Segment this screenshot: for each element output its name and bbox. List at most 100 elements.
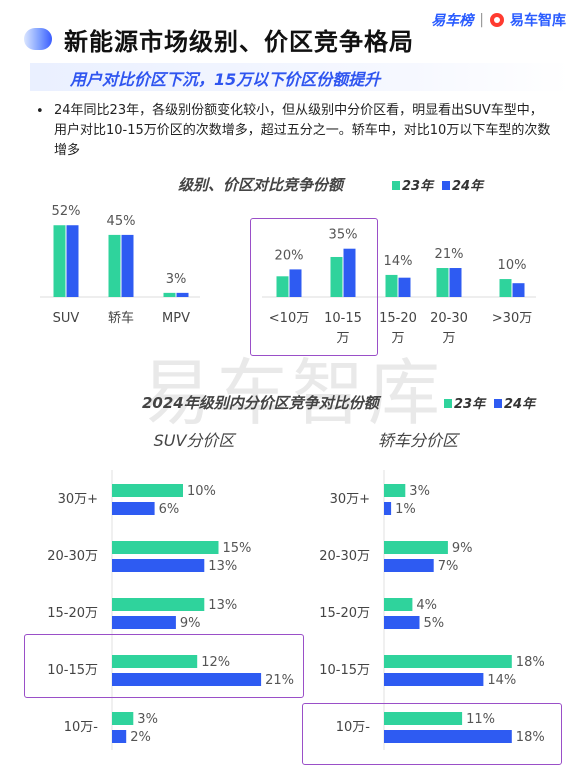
hbar-23-0-20-30万 [112, 541, 219, 554]
highlight-box-sedan-under10 [302, 703, 562, 765]
data-label-轿车: 45% [107, 214, 136, 229]
bar-24-20-30万 [449, 268, 462, 297]
data-label-MPV: 3% [166, 272, 187, 287]
hbar-23-0-10-15万 [112, 655, 198, 668]
title-decor-dot [24, 28, 52, 50]
cat-label-10-15万: 10-15 [324, 311, 362, 326]
bar-24-轿车 [121, 234, 134, 297]
hbar-label-23-0-10-15万: 12% [201, 655, 230, 670]
legend-label-23: 23年 [402, 178, 435, 194]
legend-label-23: 23年 [454, 396, 487, 412]
brand-logo-icon [490, 13, 504, 27]
hbar-23-1-30万+ [384, 484, 406, 497]
hbar-label-24-1-20-30万: 7% [438, 559, 459, 574]
chart1-title: 级别、价区对比竞争份额 [178, 176, 346, 194]
row-label-1-15-20万: 15-20万 [319, 606, 370, 621]
hbar-label-23-1-20-30万: 9% [452, 541, 473, 556]
hbar-label-23-1-15-20万: 4% [416, 598, 437, 613]
hbar-23-1-15-20万 [384, 598, 413, 611]
row-label-0-10万-: 10万- [64, 720, 99, 735]
row-label-1-10-15万: 10-15万 [319, 663, 370, 678]
brand-separator: | [479, 12, 484, 28]
brand-yichebang: 易车榜 [431, 13, 474, 29]
hbar-label-23-0-15-20万: 13% [208, 598, 237, 613]
hbar-23-1-20-30万 [384, 541, 448, 554]
data-label-10-15万: 35% [329, 228, 358, 243]
row-label-1-20-30万: 20-30万 [319, 549, 370, 564]
hbar-23-1-10-15万 [384, 655, 512, 668]
bar-23->30万 [499, 279, 512, 297]
bar-24-MPV [176, 292, 189, 297]
data-label-<10万: 20% [275, 248, 304, 263]
row-label-0-10-15万: 10-15万 [47, 663, 98, 678]
hbar-label-24-0-20-30万: 13% [208, 559, 237, 574]
legend-swatch-24 [494, 399, 502, 408]
row-label-0-30万+: 30万+ [58, 492, 98, 507]
legend-label-24: 24年 [452, 178, 485, 194]
bar-23-15-20万 [385, 274, 398, 297]
row-label-1-30万+: 30万+ [330, 492, 370, 507]
legend-swatch-24 [442, 181, 450, 190]
bar-24->30万 [512, 283, 525, 297]
panel-subtitle-1: 轿车分价区 [378, 431, 460, 450]
page-subtitle: 用户对比价区下沉，15万以下价区份额提升 [70, 70, 381, 89]
hbar-label-23-0-20-30万: 15% [223, 541, 252, 556]
bar-24-10-15万 [343, 248, 356, 297]
cat-label-20-30万: 20-30 [430, 311, 468, 326]
bar-24-<10万 [289, 269, 302, 297]
hbar-23-0-30万+ [112, 484, 183, 497]
watermark: 易车智库 [140, 351, 445, 435]
cat-label-wrap-15-20万: 万 [391, 331, 404, 346]
hbar-24-1-15-20万 [384, 616, 420, 629]
hbar-label-24-0-10-15万: 21% [265, 673, 294, 688]
hbar-24-0-20-30万 [112, 559, 205, 572]
legend-swatch-23 [444, 399, 452, 408]
cat-label-15-20万: 15-20 [379, 311, 417, 326]
bar-23-MPV [163, 292, 176, 297]
row-label-0-15-20万: 15-20万 [47, 606, 98, 621]
bar-23-10-15万 [330, 256, 343, 297]
hbar-label-23-0-10万-: 3% [137, 712, 158, 727]
legend-label-24: 24年 [504, 396, 537, 412]
hbar-label-24-1-10-15万: 14% [487, 673, 516, 688]
hbar-label-24-0-10万-: 2% [130, 730, 151, 745]
bullet-dot: • [36, 104, 44, 119]
brand-yiche-zhiku: 易车智库 [510, 13, 566, 29]
cat-label-轿车: 轿车 [108, 310, 134, 326]
legend-swatch-23 [392, 181, 400, 190]
chart2-title: 2024年级别内分价区竞争对比份额 [142, 394, 382, 412]
hbar-23-0-15-20万 [112, 598, 205, 611]
bar-24-15-20万 [398, 277, 411, 297]
data-label->30万: 10% [498, 258, 527, 273]
data-label-15-20万: 14% [384, 254, 413, 269]
hbar-24-1-10-15万 [384, 673, 484, 686]
hbar-24-1-20-30万 [384, 559, 434, 572]
hbar-label-24-0-30万+: 6% [159, 502, 180, 517]
summary-paragraph: 24年同比23年，各级别份额变化较小，但从级别中分价区看，明显看出SUV车型中，… [54, 103, 551, 158]
hbar-label-23-0-30万+: 10% [187, 484, 216, 499]
hbar-24-0-30万+ [112, 502, 155, 515]
data-label-20-30万: 21% [435, 247, 464, 262]
hbar-24-1-10万- [384, 730, 512, 743]
subtitle-band [30, 63, 570, 91]
cat-label-MPV: MPV [162, 311, 190, 326]
hbar-label-24-1-15-20万: 5% [424, 616, 445, 631]
data-label-SUV: 52% [52, 204, 81, 219]
cat-label->30万: >30万 [492, 311, 532, 326]
hbar-24-0-10万- [112, 730, 127, 743]
bar-23-20-30万 [436, 268, 449, 297]
cat-label-wrap-20-30万: 万 [442, 331, 455, 346]
cat-label-SUV: SUV [53, 311, 80, 326]
hbar-label-24-1-30万+: 1% [395, 502, 416, 517]
cat-label-wrap-10-15万: 万 [336, 331, 349, 346]
hbar-23-0-10万- [112, 712, 134, 725]
page-title: 新能源市场级别、价区竞争格局 [64, 28, 414, 56]
hbar-label-24-1-10万-: 18% [516, 730, 545, 745]
hbar-label-23-1-10-15万: 18% [516, 655, 545, 670]
hbar-24-1-30万+ [384, 502, 392, 515]
hbar-label-23-1-10万-: 11% [466, 712, 495, 727]
highlight-box-10-15 [250, 218, 378, 356]
hbar-24-0-15-20万 [112, 616, 176, 629]
brand-logos: 易车榜 | 易车智库 [431, 10, 566, 30]
